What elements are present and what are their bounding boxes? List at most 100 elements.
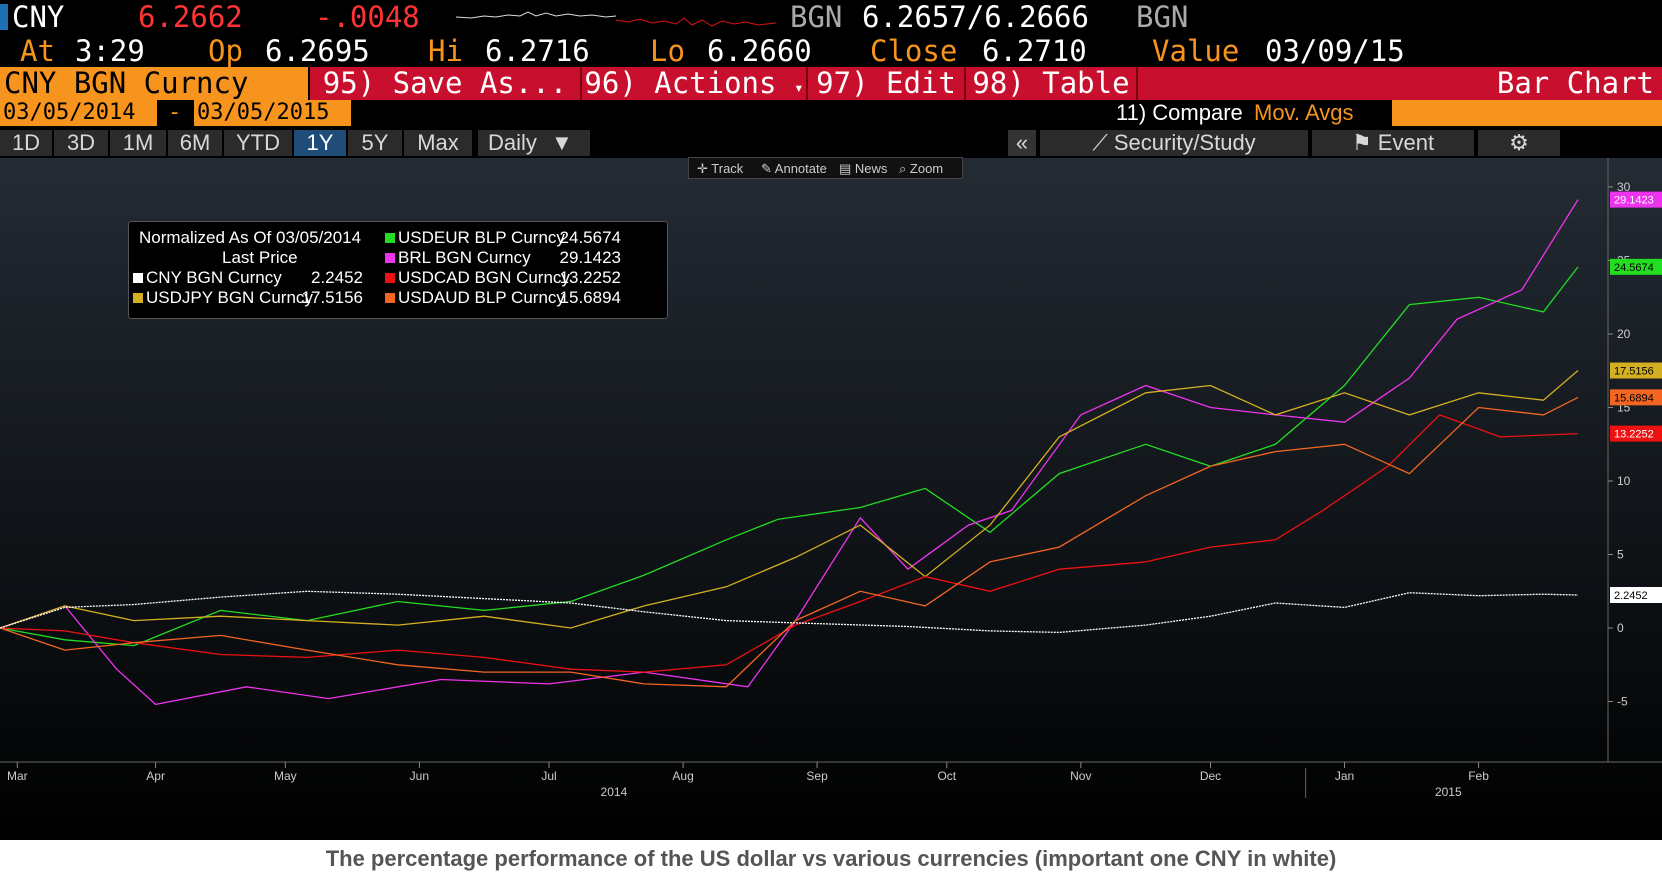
last-value-tag-label: 2.2452 [1614, 590, 1648, 602]
line-chart-icon: ⟋ [1092, 130, 1108, 155]
frequency-label: Daily [488, 130, 537, 155]
close-label: Close [870, 34, 958, 68]
legend-entry: USDAUD BLP Curncy 15.6894 [385, 288, 621, 308]
legend-title: Normalized As Of 03/05/2014 [139, 228, 362, 247]
security-study-button[interactable]: ⟋ Security/Study [1040, 130, 1310, 156]
annotate-tool[interactable]: ✎ Annotate [761, 158, 827, 180]
value-date: 03/09/15 [1265, 34, 1405, 68]
gear-icon: ⚙ [1509, 130, 1529, 155]
last-value-tag-label: 15.6894 [1614, 392, 1654, 404]
legend-swatch [385, 233, 395, 243]
tab-5y[interactable]: 5Y [348, 130, 404, 156]
ticker-marker [0, 4, 8, 30]
tab-1y[interactable]: 1Y [294, 130, 348, 156]
x-tick-label: Apr [146, 769, 165, 783]
stats-bar: At 3:29 Op 6.2695 Hi 6.2716 Lo 6.2660 Cl… [0, 34, 1662, 68]
x-tick-label: Jun [410, 769, 429, 783]
x-tick-label: Dec [1200, 769, 1221, 783]
last-value-tag-label: 13.2252 [1614, 429, 1654, 441]
table-button[interactable]: 98) Table [966, 67, 1138, 100]
value-label: Value [1152, 34, 1240, 68]
legend-swatch [385, 273, 395, 283]
tab-max[interactable]: Max [404, 130, 474, 156]
security-study-label: Security/Study [1113, 130, 1256, 155]
mov-avgs-button[interactable]: Mov. Avgs [1254, 100, 1354, 125]
chevron-down-icon: ▾ [793, 78, 804, 97]
event-label: Event [1377, 130, 1435, 155]
edit-label: 97) Edit [816, 66, 956, 100]
annotate-label: Annotate [774, 161, 827, 176]
end-date-field[interactable]: 03/05/2015 [194, 100, 351, 126]
series-line [0, 414, 1579, 673]
time-label: At [20, 34, 55, 68]
tab-1m[interactable]: 1M [110, 130, 168, 156]
chart-type-button[interactable]: Bar Chart [1138, 67, 1662, 100]
legend-last-value: 15.6894 [559, 288, 621, 307]
save-as-button[interactable]: 95) Save As... [310, 67, 582, 100]
legend-entry: USDJPY BGN Curncy 17.5156 [133, 288, 363, 308]
news-tool[interactable]: ▤ News [839, 158, 887, 180]
event-button[interactable]: ⚑ Event [1312, 130, 1476, 156]
line-chart: -5051015202530MarAprMayJunJulAugSepOctNo… [0, 158, 1662, 799]
ticker: CNY [12, 0, 65, 34]
settings-button[interactable]: ⚙ [1478, 130, 1562, 156]
x-year-label: 2014 [601, 785, 628, 799]
x-tick-label: Sep [806, 769, 828, 783]
x-tick-label: Nov [1070, 769, 1091, 783]
x-tick-label: May [274, 769, 297, 783]
intraday-sparkline-red [616, 17, 776, 27]
study-input[interactable] [1392, 100, 1662, 126]
y-tick-label: 10 [1617, 474, 1631, 488]
tab-6m[interactable]: 6M [168, 130, 224, 156]
edit-menu[interactable]: 97) Edit ▾ [808, 66, 966, 130]
x-tick-label: Aug [672, 769, 693, 783]
chart-mini-toolbar: ✛ Track ✎ Annotate ▤ News ⌕ Zoom [688, 157, 963, 179]
legend-swatch [133, 293, 143, 303]
zoom-label: Zoom [909, 161, 944, 176]
legend-subtitle: Last Price [222, 248, 298, 267]
x-tick-label: Feb [1468, 769, 1489, 783]
price-change: -.0048 [315, 0, 420, 34]
high-value: 6.2716 [485, 34, 590, 68]
x-tick-label: Jul [541, 769, 556, 783]
frequency-dropdown[interactable]: Daily ▼ [478, 130, 592, 156]
legend-swatch [385, 253, 395, 263]
open-value: 6.2695 [265, 34, 370, 68]
legend-entry: CNY BGN Curncy 2.2452 [133, 268, 363, 288]
last-value-tag [1610, 425, 1662, 442]
last-value-tag [1610, 586, 1662, 603]
legend-swatch [385, 293, 395, 303]
actions-menu[interactable]: 96) Actions ▾ [582, 67, 808, 100]
legend-series-name: CNY BGN Curncy [146, 268, 282, 287]
last-value-tag [1610, 191, 1662, 208]
legend-entry: BRL BGN Curncy 29.1423 [385, 248, 621, 268]
tab-1d[interactable]: 1D [0, 130, 54, 156]
magnifier-icon: ⌕ [899, 161, 910, 176]
x-tick-label: Mar [7, 769, 28, 783]
date-range-bar: 03/05/2014 - 03/05/2015 11) Compare Mov.… [0, 100, 1662, 128]
high-label: Hi [428, 34, 463, 68]
legend-last-value: 29.1423 [559, 248, 621, 267]
intraday-sparkline-white [456, 11, 616, 19]
tab-ytd[interactable]: YTD [224, 130, 294, 156]
legend-last-value: 17.5156 [301, 288, 363, 307]
ask-source: BGN [1136, 0, 1189, 34]
series-line [0, 266, 1579, 647]
crosshair-icon: ✛ [697, 161, 712, 176]
legend-last-value: 24.5674 [559, 228, 621, 247]
x-year-label: 2015 [1435, 785, 1462, 799]
pencil-icon: ✎ [761, 161, 775, 176]
legend-entry: USDEUR BLP Curncy 24.5674 [385, 228, 621, 248]
tab-3d[interactable]: 3D [54, 130, 110, 156]
start-date-field[interactable]: 03/05/2014 [0, 100, 157, 126]
triangle-down-icon: ▼ [551, 130, 573, 155]
security-field[interactable]: CNY BGN Curncy [0, 67, 308, 100]
y-tick-label: 30 [1617, 180, 1631, 194]
last-value-tag [1610, 389, 1662, 406]
track-tool[interactable]: ✛ Track [697, 158, 743, 180]
compare-button[interactable]: 11) Compare [1116, 100, 1243, 125]
low-label: Lo [650, 34, 685, 68]
zoom-tool[interactable]: ⌕ Zoom [899, 158, 943, 180]
legend-series-name: USDEUR BLP Curncy [398, 228, 565, 247]
collapse-button[interactable]: « [1008, 130, 1038, 156]
